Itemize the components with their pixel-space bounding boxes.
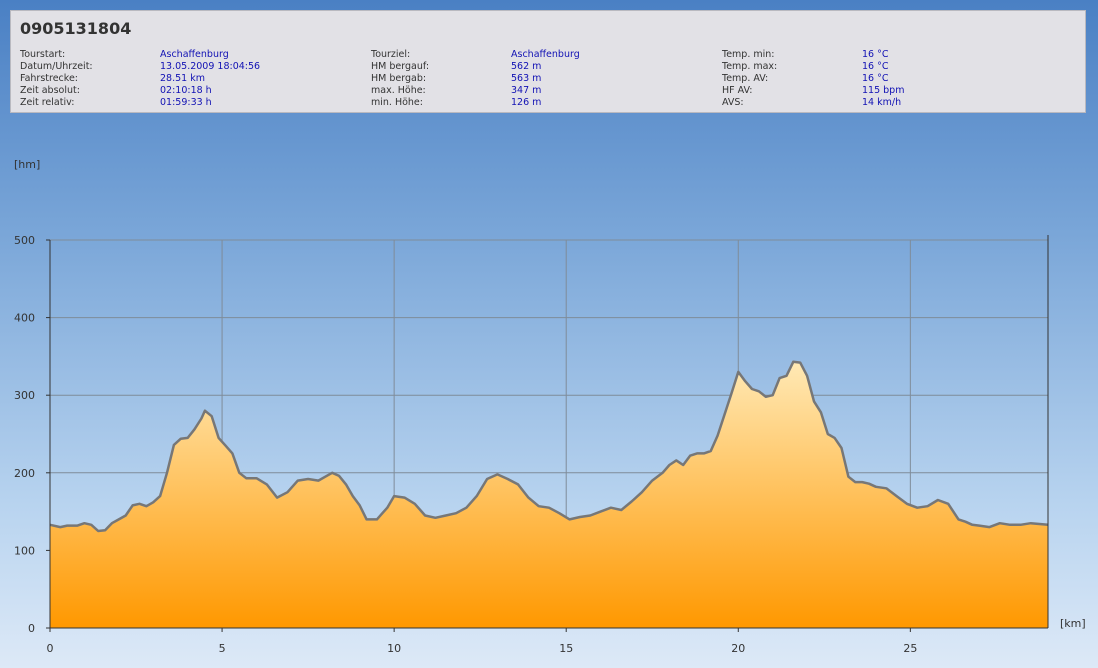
info-value: 14 km/h	[862, 97, 902, 108]
info-value: 126 m	[511, 97, 542, 108]
y-tick-label: 400	[14, 312, 35, 325]
info-label: Datum/Uhrzeit:	[20, 61, 93, 72]
tick-labels: 0 100 200 300 400 500 0 5 10 15 20 25	[14, 234, 917, 655]
info-label: Temp. AV:	[722, 73, 769, 84]
info-label: Fahrstrecke:	[20, 73, 78, 84]
tour-id-title: 0905131804	[20, 19, 132, 38]
info-label: HM bergauf:	[371, 61, 430, 72]
info-label: Zeit absolut:	[20, 85, 80, 96]
x-tick-label: 25	[903, 642, 917, 655]
info-value: 16 °C	[862, 73, 889, 84]
info-label: HM bergab:	[371, 73, 427, 84]
info-label: Zeit relativ:	[20, 97, 75, 108]
axes	[49, 235, 1049, 629]
info-value: Aschaffenburg	[511, 49, 580, 60]
x-tick-label: 5	[219, 642, 226, 655]
info-value: 115 bpm	[862, 85, 905, 96]
elevation-area	[50, 361, 1048, 628]
info-value: 347 m	[511, 85, 542, 96]
info-label: AVS:	[722, 97, 744, 108]
info-value: 16 °C	[862, 49, 889, 60]
x-axis-label: [km]	[1060, 617, 1086, 630]
y-tick-label: 0	[28, 622, 35, 635]
y-tick-label: 100	[14, 544, 35, 557]
info-value: 562 m	[511, 61, 542, 72]
info-value: 13.05.2009 18:04:56	[160, 61, 261, 72]
y-axis-label: [hm]	[14, 158, 40, 171]
tour-info-panel: 0905131804 Tourstart: Aschaffenburg Datum…	[10, 10, 1086, 113]
elevation-line	[49, 360, 1049, 533]
y-tick-label: 200	[14, 467, 35, 480]
info-value: 16 °C	[862, 61, 889, 72]
x-tick-label: 20	[731, 642, 745, 655]
x-tick-label: 0	[47, 642, 54, 655]
x-tick-label: 10	[387, 642, 401, 655]
info-label: Tourstart:	[20, 49, 66, 60]
info-label: max. Höhe:	[371, 85, 426, 96]
info-label: Temp. min:	[722, 49, 775, 60]
info-label: min. Höhe:	[371, 97, 423, 108]
y-tick-label: 500	[14, 234, 35, 247]
info-label: HF AV:	[722, 85, 753, 96]
info-value: 01:59:33 h	[160, 97, 212, 108]
y-tick-label: 300	[14, 389, 35, 402]
info-value: 02:10:18 h	[160, 85, 212, 96]
info-value: Aschaffenburg	[160, 49, 229, 60]
info-value: 28.51 km	[160, 73, 205, 84]
info-value: 563 m	[511, 73, 542, 84]
info-label: Tourziel:	[371, 49, 411, 60]
x-tick-label: 15	[559, 642, 573, 655]
info-label: Temp. max:	[722, 61, 778, 72]
